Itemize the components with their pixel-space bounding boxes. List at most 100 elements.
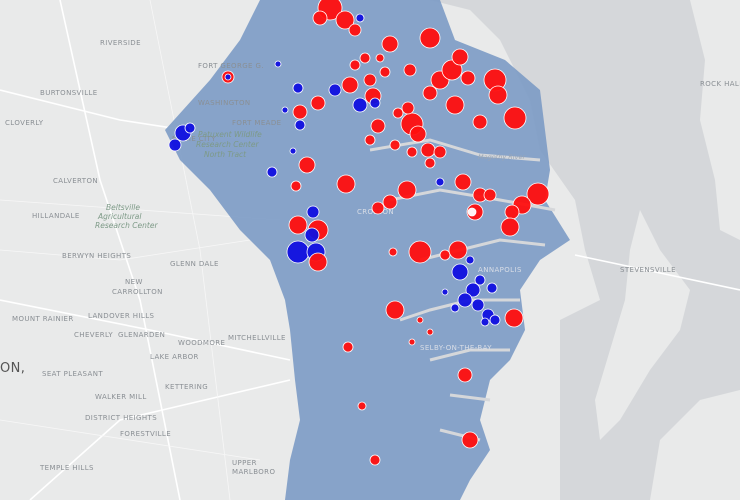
point <box>371 201 385 215</box>
place-label: FORESTVILLE <box>120 430 171 438</box>
point <box>424 157 436 169</box>
point <box>500 217 520 237</box>
place-labels: RIVERSIDE BURTONSVILLE CLOVERLY FORT GEORGE… <box>0 39 740 476</box>
place-label: RIVERSIDE <box>100 39 141 47</box>
point <box>408 240 432 264</box>
point <box>310 95 326 111</box>
place-label: SEAT PLEASANT <box>42 370 103 378</box>
place-label: SELBY-ON-THE-BAY <box>420 344 492 352</box>
point <box>488 85 508 105</box>
point <box>355 13 365 23</box>
point <box>460 70 476 86</box>
point <box>385 300 405 320</box>
point <box>467 207 477 217</box>
place-label: FORT GEORGE G. <box>198 62 264 70</box>
point <box>461 431 479 449</box>
place-label: BURTONSVILLE <box>40 89 98 97</box>
kent-island <box>595 210 690 440</box>
point <box>504 204 520 220</box>
place-label: Beltsville <box>106 203 140 212</box>
place-label: ROCK HALL <box>700 80 740 88</box>
point <box>441 288 449 296</box>
point <box>445 95 465 115</box>
point <box>336 174 356 194</box>
place-label: HILLANDALE <box>32 212 80 220</box>
point <box>168 138 182 152</box>
place-label: Patuxent Wildlife <box>198 130 262 139</box>
place-label: ANNAPOLIS <box>478 266 522 274</box>
point <box>348 23 362 37</box>
point <box>504 308 524 328</box>
point <box>486 282 498 294</box>
point <box>298 156 316 174</box>
point <box>448 240 468 260</box>
point <box>426 328 434 336</box>
point <box>392 107 404 119</box>
point <box>335 10 355 30</box>
point <box>401 101 415 115</box>
point <box>397 180 417 200</box>
place-label: GLENN DALE <box>170 260 219 268</box>
point <box>304 227 320 243</box>
point <box>416 316 424 324</box>
point <box>450 303 460 313</box>
point <box>363 73 377 87</box>
place-label: MARIE CITY <box>172 135 216 143</box>
point <box>480 317 490 327</box>
point <box>349 59 361 71</box>
point <box>381 35 399 53</box>
point <box>420 142 436 158</box>
place-label: Research Center <box>196 140 259 149</box>
point <box>266 166 278 178</box>
place-label: North Tract <box>204 150 247 159</box>
place-label: BERWYN HEIGHTS <box>62 252 131 260</box>
point <box>292 82 304 94</box>
point <box>489 314 501 326</box>
point <box>439 249 451 261</box>
point <box>451 48 469 66</box>
point <box>388 247 398 257</box>
place-label: MITCHELLVILLE <box>228 334 286 342</box>
point <box>474 274 486 286</box>
point <box>341 76 359 94</box>
point <box>389 139 401 151</box>
place-label: CALVERTON <box>53 177 98 185</box>
point <box>457 292 473 308</box>
place-label: MARLBORO <box>232 468 275 476</box>
point <box>359 52 371 64</box>
point <box>406 146 418 158</box>
point <box>290 180 302 192</box>
point <box>375 53 385 63</box>
place-label: STEVENSVILLE <box>620 266 676 274</box>
point <box>224 73 232 81</box>
point <box>526 182 550 206</box>
shore-south <box>650 390 740 500</box>
point <box>364 134 376 146</box>
point <box>465 255 475 265</box>
points <box>168 0 550 466</box>
point <box>409 125 427 143</box>
place-label: FORT MEADE <box>232 119 281 127</box>
place-label: WASHINGTON <box>198 99 251 107</box>
place-label: MOUNT RAINIER <box>12 315 74 323</box>
place-label: CHEVERLY <box>74 331 113 339</box>
point <box>308 252 328 272</box>
place-label: GLENARDEN <box>118 331 165 339</box>
point <box>184 122 196 134</box>
place-label: NEW <box>125 278 143 286</box>
point <box>286 240 310 264</box>
point <box>369 454 381 466</box>
point <box>483 188 497 202</box>
point <box>379 66 391 78</box>
point <box>289 147 297 155</box>
place-label: Magothy River <box>478 153 526 161</box>
point <box>357 401 367 411</box>
place-label: WOODMORE <box>178 339 225 347</box>
point <box>352 97 368 113</box>
point <box>403 63 417 77</box>
point <box>281 106 289 114</box>
point <box>419 27 441 49</box>
place-label: LANDOVER HILLS <box>88 312 154 320</box>
